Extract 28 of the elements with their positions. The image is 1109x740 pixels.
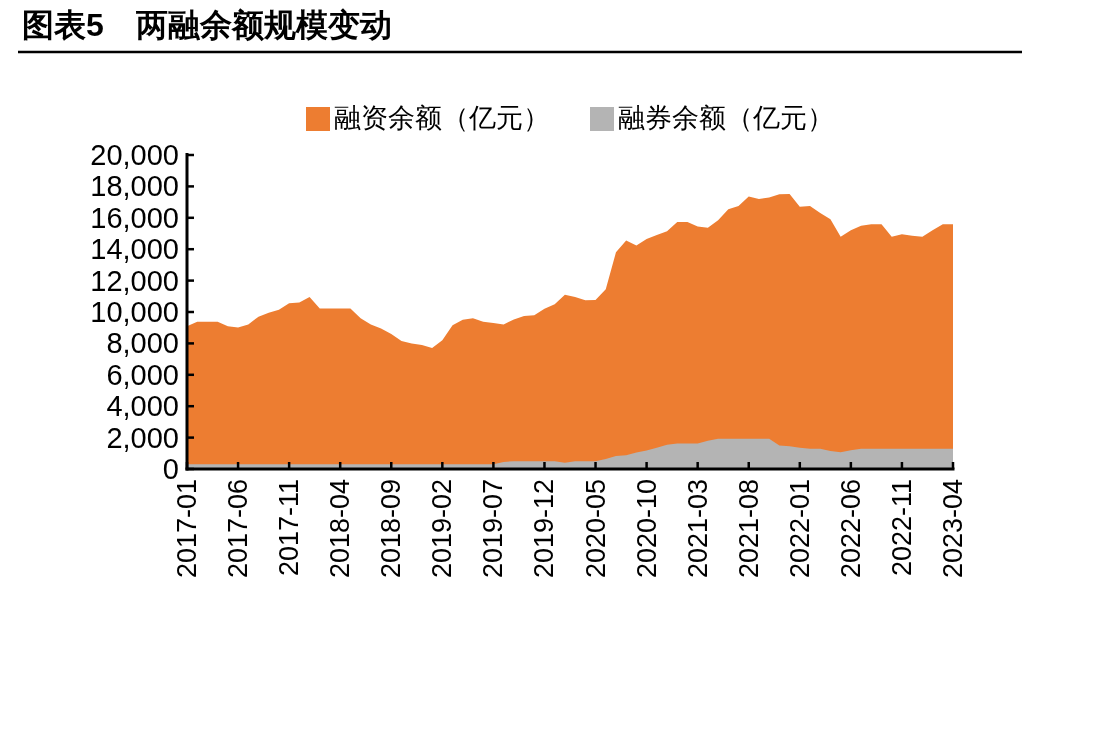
x-tick-label: 2017-06 bbox=[223, 479, 254, 579]
x-tick-label: 2020-10 bbox=[631, 479, 662, 579]
x-tick-label: 2023-04 bbox=[938, 479, 968, 579]
x-tick-label: 2018-09 bbox=[376, 479, 407, 579]
y-tick-label: 2,000 bbox=[106, 421, 179, 454]
legend-label: 融资余额（亿元） bbox=[334, 103, 550, 133]
y-tick-label: 10,000 bbox=[90, 296, 179, 328]
chart-title: 图表5 两融余额规模变动 bbox=[22, 7, 392, 43]
x-tick-label: 2018-04 bbox=[325, 479, 356, 579]
y-tick-label: 4,000 bbox=[106, 390, 179, 423]
x-tick-label: 2022-11 bbox=[886, 479, 917, 577]
x-tick-label: 2021-08 bbox=[733, 479, 764, 579]
y-tick-label: 6,000 bbox=[106, 358, 179, 391]
y-tick-label: 12,000 bbox=[90, 264, 179, 297]
x-tick-label: 2019-07 bbox=[478, 479, 509, 579]
x-tick-label: 2017-11 bbox=[274, 479, 305, 577]
y-tick-label: 16,000 bbox=[90, 201, 179, 234]
y-tick-label: 18,000 bbox=[90, 170, 179, 203]
x-tick-label: 2021-03 bbox=[682, 479, 713, 579]
x-tick-label: 2020-05 bbox=[580, 479, 611, 579]
y-tick-label: 20,000 bbox=[90, 139, 179, 171]
y-tick-label: 14,000 bbox=[90, 233, 179, 266]
x-tick-label: 2019-02 bbox=[427, 479, 458, 579]
legend-label: 融券余额（亿元） bbox=[618, 103, 834, 133]
y-tick-label: 8,000 bbox=[106, 327, 179, 360]
x-tick-label: 2019-12 bbox=[529, 479, 560, 579]
x-tick-label: 2022-06 bbox=[835, 479, 866, 579]
x-tick-label: 2022-01 bbox=[784, 479, 815, 579]
